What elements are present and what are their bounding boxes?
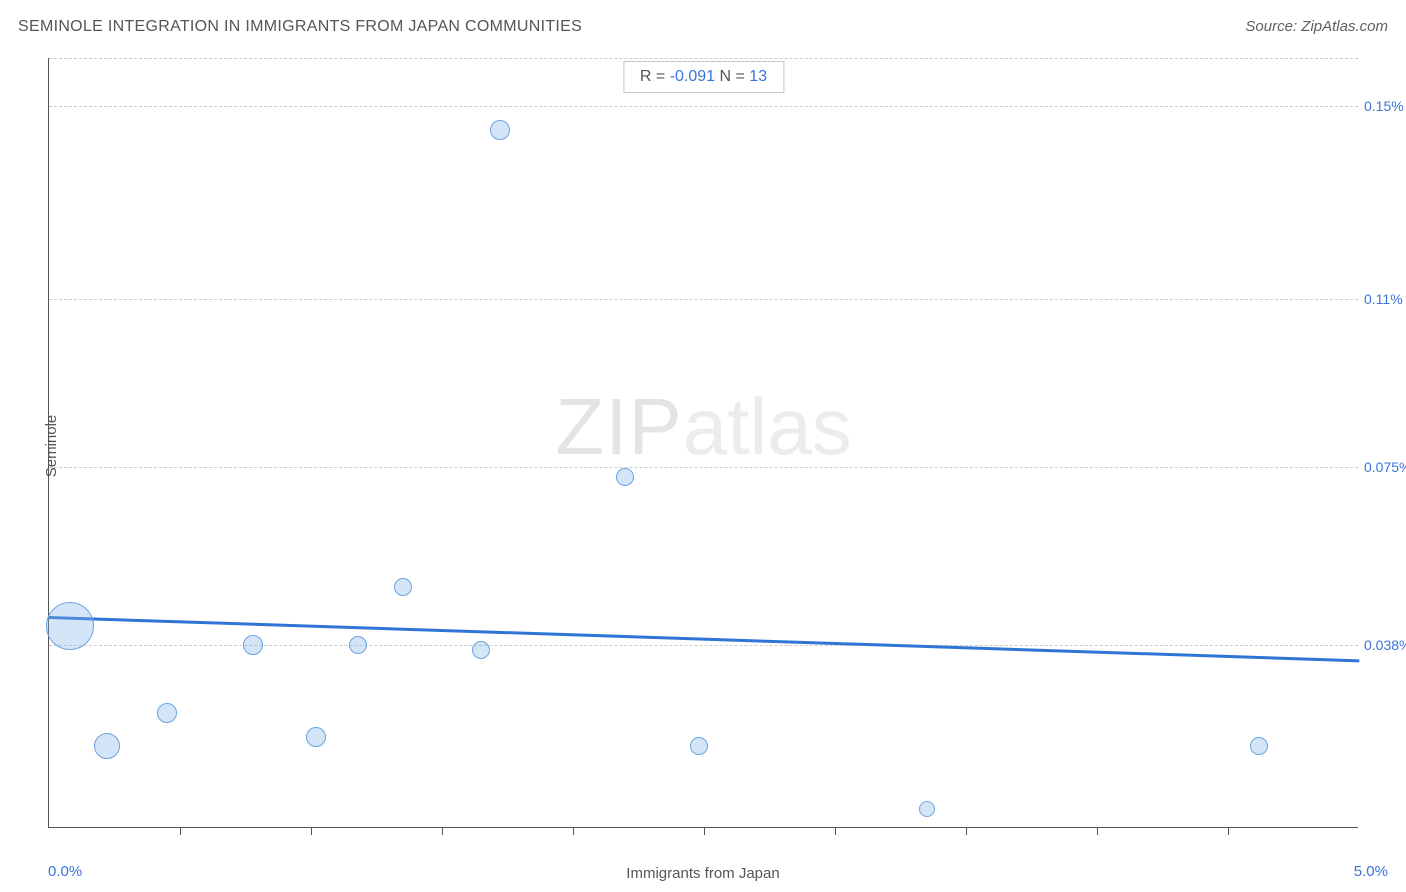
y-tick-label: 0.11% xyxy=(1364,291,1406,307)
y-tick-label: 0.075% xyxy=(1364,459,1406,475)
data-point xyxy=(472,641,490,659)
scatter-plot-area: ZIPatlas R = -0.091 N = 13 0.038%0.075%0… xyxy=(48,58,1358,828)
watermark-zip: ZIP xyxy=(555,382,682,471)
data-point xyxy=(94,733,120,759)
r-label: R = xyxy=(640,68,670,85)
source-attribution: Source: ZipAtlas.com xyxy=(1245,18,1388,35)
correlation-stats-box: R = -0.091 N = 13 xyxy=(623,61,784,93)
source-value: ZipAtlas.com xyxy=(1301,18,1388,35)
x-axis-max-label: 5.0% xyxy=(1354,863,1388,880)
gridline xyxy=(49,299,1358,300)
gridline xyxy=(49,467,1358,468)
data-point xyxy=(243,635,263,655)
x-tick xyxy=(573,827,574,835)
data-point xyxy=(1250,737,1268,755)
x-axis-label: Immigrants from Japan xyxy=(626,865,779,882)
chart-header: SEMINOLE INTEGRATION IN IMMIGRANTS FROM … xyxy=(18,18,1388,48)
data-point xyxy=(157,703,177,723)
n-value: 13 xyxy=(749,68,767,85)
x-tick xyxy=(704,827,705,835)
r-value: -0.091 xyxy=(670,68,715,85)
y-tick-label: 0.038% xyxy=(1364,637,1406,653)
data-point xyxy=(616,468,634,486)
gridline xyxy=(49,106,1358,107)
data-point xyxy=(690,737,708,755)
data-point xyxy=(490,120,510,140)
watermark: ZIPatlas xyxy=(555,381,851,473)
x-tick xyxy=(1097,827,1098,835)
x-tick xyxy=(442,827,443,835)
x-tick xyxy=(311,827,312,835)
data-point xyxy=(394,578,412,596)
data-point xyxy=(919,801,935,817)
data-point xyxy=(349,636,367,654)
x-tick xyxy=(835,827,836,835)
data-point xyxy=(46,602,94,650)
x-tick xyxy=(1228,827,1229,835)
data-point xyxy=(306,727,326,747)
y-tick-label: 0.15% xyxy=(1364,98,1406,114)
gridline xyxy=(49,58,1358,59)
n-label: N = xyxy=(715,68,749,85)
x-axis-min-label: 0.0% xyxy=(48,863,82,880)
chart-title: SEMINOLE INTEGRATION IN IMMIGRANTS FROM … xyxy=(18,18,582,35)
x-tick xyxy=(966,827,967,835)
watermark-atlas: atlas xyxy=(683,382,852,471)
x-tick xyxy=(180,827,181,835)
source-label: Source: xyxy=(1245,18,1301,35)
